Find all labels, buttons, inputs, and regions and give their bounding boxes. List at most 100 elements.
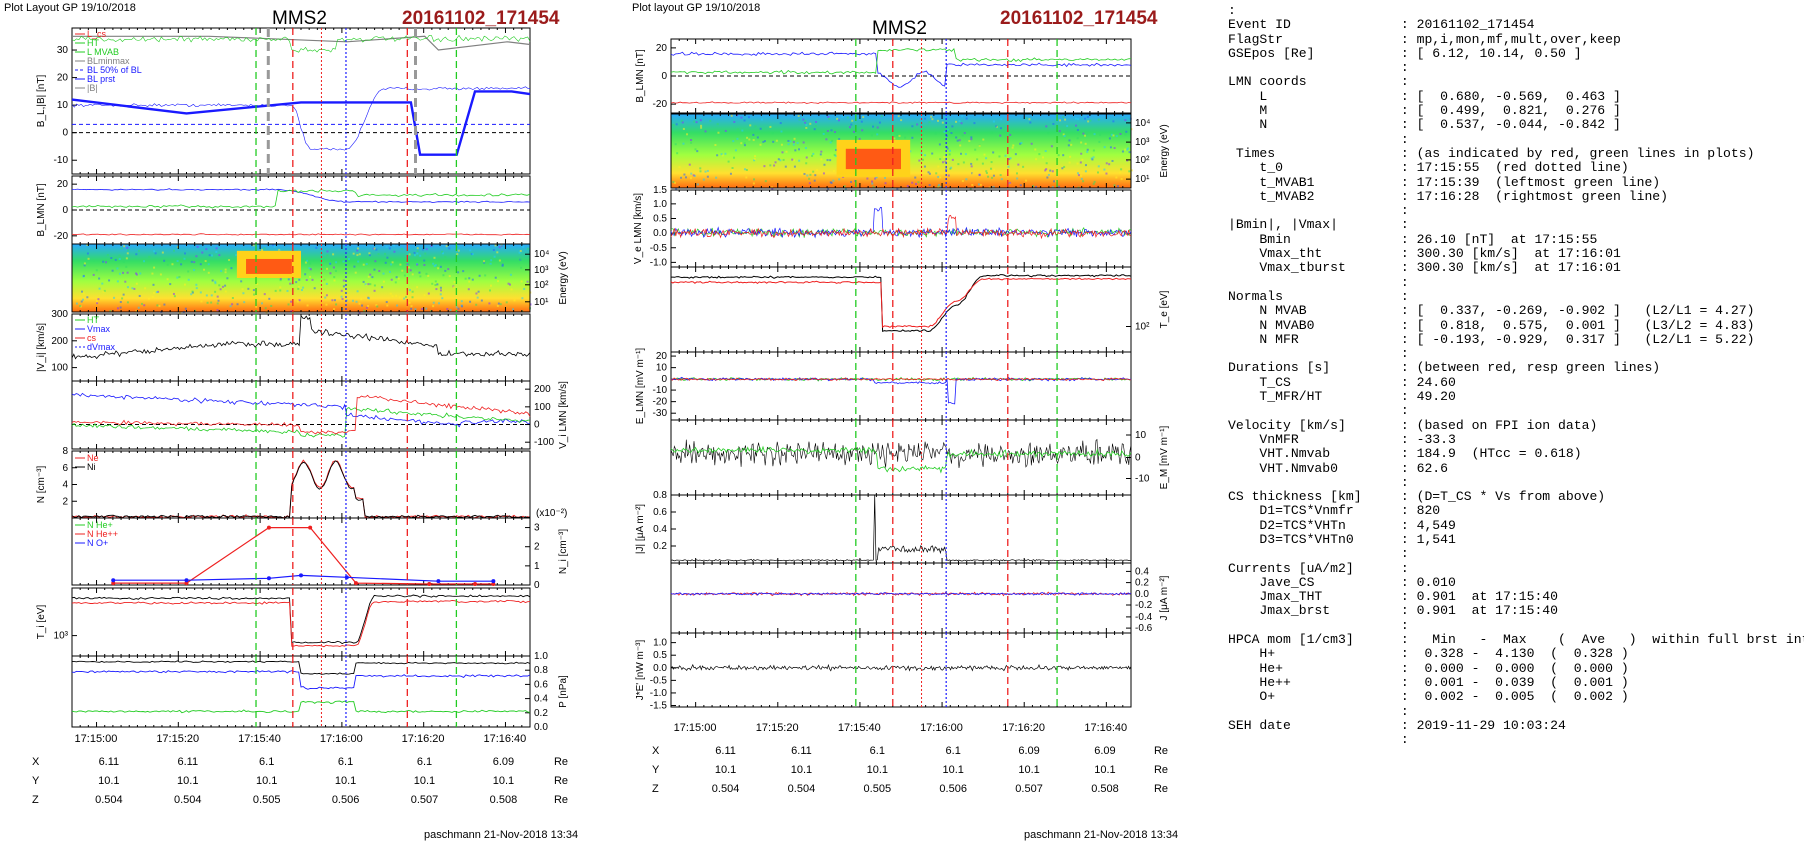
spectrogram-pixel xyxy=(119,306,122,309)
spectrogram-pixel xyxy=(172,249,175,252)
spectrogram-pixel xyxy=(448,275,451,278)
y-tick-label: 0 xyxy=(62,128,68,139)
spectrogram-pixel xyxy=(809,173,812,176)
spectrogram-pixel xyxy=(850,180,853,183)
info-line: : xyxy=(1228,346,1409,362)
spectrogram-pixel xyxy=(1091,158,1094,161)
spectrogram-pixel xyxy=(1007,165,1010,168)
spectrogram-pixel xyxy=(875,176,878,179)
spectrogram-pixel xyxy=(772,140,775,143)
spectrogram-pixel xyxy=(187,270,190,273)
spectrogram-pixel xyxy=(228,259,231,262)
spectrogram-pixel xyxy=(733,156,736,159)
spectrogram-pixel xyxy=(792,141,795,144)
spectrogram-pixel xyxy=(731,167,734,170)
spectrogram-pixel xyxy=(731,169,734,172)
y-tick-label: 10⁴ xyxy=(534,249,549,260)
spectrogram-pixel xyxy=(884,176,887,179)
spectrogram-pixel xyxy=(509,283,512,286)
spectrogram-pixel xyxy=(390,278,393,281)
spectrogram-pixel xyxy=(144,287,147,290)
spectrogram-pixel xyxy=(441,250,444,253)
spectrogram-pixel xyxy=(740,116,743,119)
y-tick-label: 0.2 xyxy=(534,708,548,719)
spectrogram-pixel xyxy=(384,252,387,255)
spectrogram-pixel xyxy=(332,266,335,269)
spectrogram-pixel xyxy=(446,307,449,310)
spectrogram-pixel xyxy=(352,252,355,255)
spectrogram-pixel xyxy=(969,187,972,190)
spectrogram-pixel xyxy=(522,245,525,248)
spectrogram-pixel xyxy=(743,119,746,122)
spectrogram-pixel xyxy=(235,254,238,257)
spectrogram-pixel xyxy=(927,171,930,174)
spectrogram-pixel xyxy=(411,296,414,299)
spectrogram-pixel xyxy=(300,289,303,292)
y-tick-label: 0.8 xyxy=(534,665,548,676)
y-tick-label: 0.8 xyxy=(653,490,667,501)
spectrogram-pixel xyxy=(478,274,481,277)
spectrogram-pixel xyxy=(861,129,864,132)
spectrogram-pixel xyxy=(1103,146,1106,149)
spectrogram-pixel xyxy=(764,180,767,183)
spectrogram-pixel xyxy=(520,280,523,283)
spectrogram-pixel xyxy=(425,307,428,310)
spectrogram-pixel xyxy=(820,150,823,153)
spectrogram-pixel xyxy=(1032,185,1035,188)
spectrogram-pixel xyxy=(848,126,851,129)
spectrogram-pixel xyxy=(706,175,709,178)
spectrogram-pixel xyxy=(937,175,940,178)
spectrogram-pixel xyxy=(390,257,393,260)
coord-value: 10.1 xyxy=(942,763,964,776)
spectrogram-pixel xyxy=(1089,119,1092,122)
spectrogram-pixel xyxy=(435,288,438,291)
spectrogram-pixel xyxy=(920,152,923,155)
spectrogram-pixel xyxy=(948,153,951,156)
spectrogram-pixel xyxy=(252,244,255,247)
spectrogram-pixel xyxy=(833,153,836,156)
spectrogram-pixel xyxy=(784,165,787,168)
series-nhe xyxy=(113,527,494,585)
spectrogram-pixel xyxy=(397,277,400,280)
spectrogram-pixel xyxy=(820,158,823,161)
spectrogram-pixel xyxy=(812,152,815,155)
spectrogram-pixel xyxy=(183,257,186,260)
spectrogram-pixel xyxy=(1035,185,1038,188)
spectrogram-pixel xyxy=(255,305,258,308)
spectrogram-pixel xyxy=(1077,118,1080,121)
y-tick-label: -0.5 xyxy=(650,675,668,686)
spectrogram-pixel xyxy=(447,268,450,271)
spectrogram-pixel xyxy=(297,285,300,288)
spectrogram-pixel xyxy=(965,117,968,120)
spectrogram-pixel xyxy=(305,278,308,281)
spectrogram-pixel xyxy=(439,286,442,289)
spectrogram-pixel xyxy=(794,149,797,152)
spectrogram-pixel xyxy=(1097,165,1100,168)
coord-unit: Re xyxy=(1153,763,1168,776)
spectrogram-pixel xyxy=(385,300,388,303)
spectrogram-pixel xyxy=(247,287,250,290)
spectrogram-pixel xyxy=(814,130,817,133)
spectrogram-pixel xyxy=(196,245,199,248)
spectrogram-pixel xyxy=(399,263,402,266)
y-tick-label: 10³ xyxy=(54,631,69,642)
spectrogram-pixel xyxy=(118,272,121,275)
legend-label: BLminmax xyxy=(87,56,130,66)
spectrogram-pixel xyxy=(699,119,702,122)
spectrogram-pixel xyxy=(298,278,301,281)
info-line: Currents [uA/m2] : xyxy=(1228,560,1409,576)
spectrogram-pixel xyxy=(438,258,441,261)
y-tick-label: 0.2 xyxy=(653,541,667,552)
right-page-label: Plot layout GP 19/10/2018 xyxy=(632,2,761,14)
spectrogram-pixel xyxy=(924,154,927,157)
spectrogram-pixel xyxy=(108,279,111,282)
spectrogram-pixel xyxy=(371,276,374,279)
spectrogram-pixel xyxy=(264,307,267,310)
panel-elmn xyxy=(670,351,1132,421)
info-line: : xyxy=(1228,546,1409,562)
info-line: N MVAB : [ 0.337, -0.269, -0.902 ] (L2/L… xyxy=(1228,303,1755,319)
spectrogram-pixel xyxy=(295,281,298,284)
spectrogram-pixel xyxy=(1066,125,1069,128)
spectrogram-pixel xyxy=(408,301,411,304)
panel-ve xyxy=(670,189,1132,268)
